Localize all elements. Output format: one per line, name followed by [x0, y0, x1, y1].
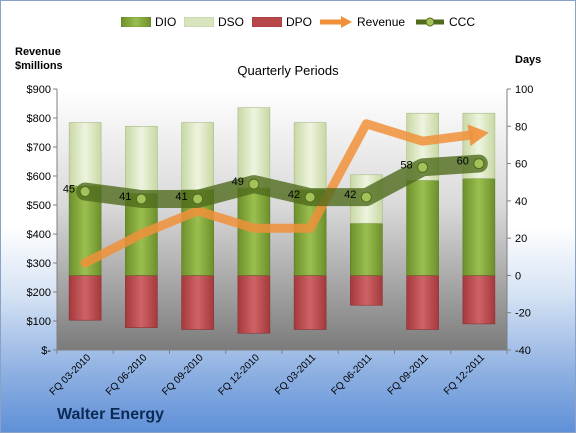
ccc-data-label: 60 — [457, 156, 469, 168]
revenue-line — [80, 119, 474, 268]
dio-bar — [350, 222, 383, 276]
legend-label-dio: DIO — [155, 15, 177, 29]
left-tick-label: $100 — [27, 316, 51, 328]
dpo-bar — [125, 275, 158, 328]
ccc-data-label: 42 — [344, 189, 356, 201]
legend-swatch-ccc — [416, 17, 444, 27]
dso-bar — [293, 122, 327, 190]
legend-label-ccc: CCC — [449, 15, 475, 29]
ccc-data-label: 58 — [400, 159, 412, 171]
right-tick-label: 80 — [515, 121, 527, 133]
ccc-point — [79, 186, 91, 198]
dso-bar — [125, 125, 158, 194]
dso-bar — [237, 107, 271, 189]
left-tick-label: $800 — [27, 113, 51, 125]
dpo-bar — [68, 275, 102, 321]
dpo-bar — [237, 275, 271, 334]
left-tick-label: $500 — [27, 200, 51, 212]
ccc-point — [417, 161, 429, 173]
right-axis-title: Days — [515, 54, 542, 66]
left-tick-label: $700 — [27, 142, 51, 154]
legend-swatch-dso — [184, 17, 214, 27]
right-tick-label: 100 — [515, 84, 533, 96]
legend-swatch-dpo — [252, 17, 282, 27]
right-tick-label: 0 — [515, 270, 521, 282]
legend-item-revenue: Revenue — [319, 15, 405, 29]
ccc-point — [248, 178, 260, 190]
legend-label-dso: DSO — [218, 15, 245, 29]
legend-item-ccc: CCC — [415, 15, 475, 29]
right-tick-label: -40 — [515, 345, 531, 357]
x-tick-label: FQ 09-2010 — [160, 352, 206, 398]
x-tick-label: FQ 12-2011 — [442, 352, 487, 397]
left-tick-label: $600 — [27, 171, 51, 183]
dso-bar — [68, 122, 102, 187]
dpo-bar — [350, 275, 383, 306]
legend-label-revenue: Revenue — [357, 15, 406, 29]
x-tick-label: FQ 06-2010 — [104, 352, 150, 398]
dpo-bar — [462, 275, 496, 325]
right-tick-label: 60 — [515, 159, 527, 171]
revenue-arrowhead — [467, 124, 489, 147]
ccc-data-label: 41 — [175, 191, 187, 203]
company-name: Walter Energy — [57, 406, 164, 423]
right-tick-label: 40 — [515, 196, 527, 208]
dpo-bar — [181, 275, 214, 330]
ccc-data-label: 45 — [63, 184, 75, 196]
legend-label-dpo: DPO — [286, 15, 313, 29]
legend-item-dpo: DPO — [252, 15, 312, 29]
dso-bar — [181, 122, 214, 190]
legend-item-dio: DIO — [121, 15, 176, 29]
right-tick-label: -20 — [515, 308, 531, 320]
x-tick-label: FQ 03-2011 — [273, 352, 318, 397]
x-tick-label: FQ 09-2011 — [386, 352, 431, 397]
ccc-data-label: 42 — [288, 189, 300, 201]
ccc-line — [76, 154, 488, 208]
ccc-point — [135, 193, 147, 205]
dio-bar — [462, 178, 496, 276]
plot-area — [57, 89, 507, 350]
dio-bar — [406, 180, 439, 276]
ccc-point — [192, 193, 204, 205]
ccc-data-label: 41 — [119, 191, 131, 203]
left-axis-title-line2: $millions — [15, 60, 63, 72]
right-tick-label: 20 — [515, 233, 527, 245]
left-tick-label: $300 — [27, 258, 51, 270]
left-axis-title: Revenue $millions — [15, 45, 63, 73]
left-tick-label: $400 — [27, 229, 51, 241]
ccc-point — [473, 158, 485, 170]
left-tick-label: $900 — [27, 84, 51, 96]
left-axis-title-line1: Revenue — [15, 46, 61, 58]
legend-swatch-dio — [121, 17, 151, 27]
left-tick-label: $- — [41, 345, 51, 357]
ccc-point — [304, 191, 316, 203]
dpo-bar — [406, 275, 439, 330]
ccc-point — [360, 191, 372, 203]
legend-item-dso: DSO — [184, 15, 244, 29]
chart-title: Quarterly Periods — [237, 63, 339, 78]
legend-swatch-revenue — [320, 16, 352, 28]
x-tick-label: FQ 06-2011 — [330, 352, 375, 397]
x-tick-label: FQ 03-2010 — [48, 352, 94, 398]
x-tick-label: FQ 12-2010 — [216, 352, 262, 398]
ccc-data-label: 49 — [232, 176, 244, 188]
left-tick-label: $200 — [27, 287, 51, 299]
dpo-bar — [293, 275, 327, 330]
